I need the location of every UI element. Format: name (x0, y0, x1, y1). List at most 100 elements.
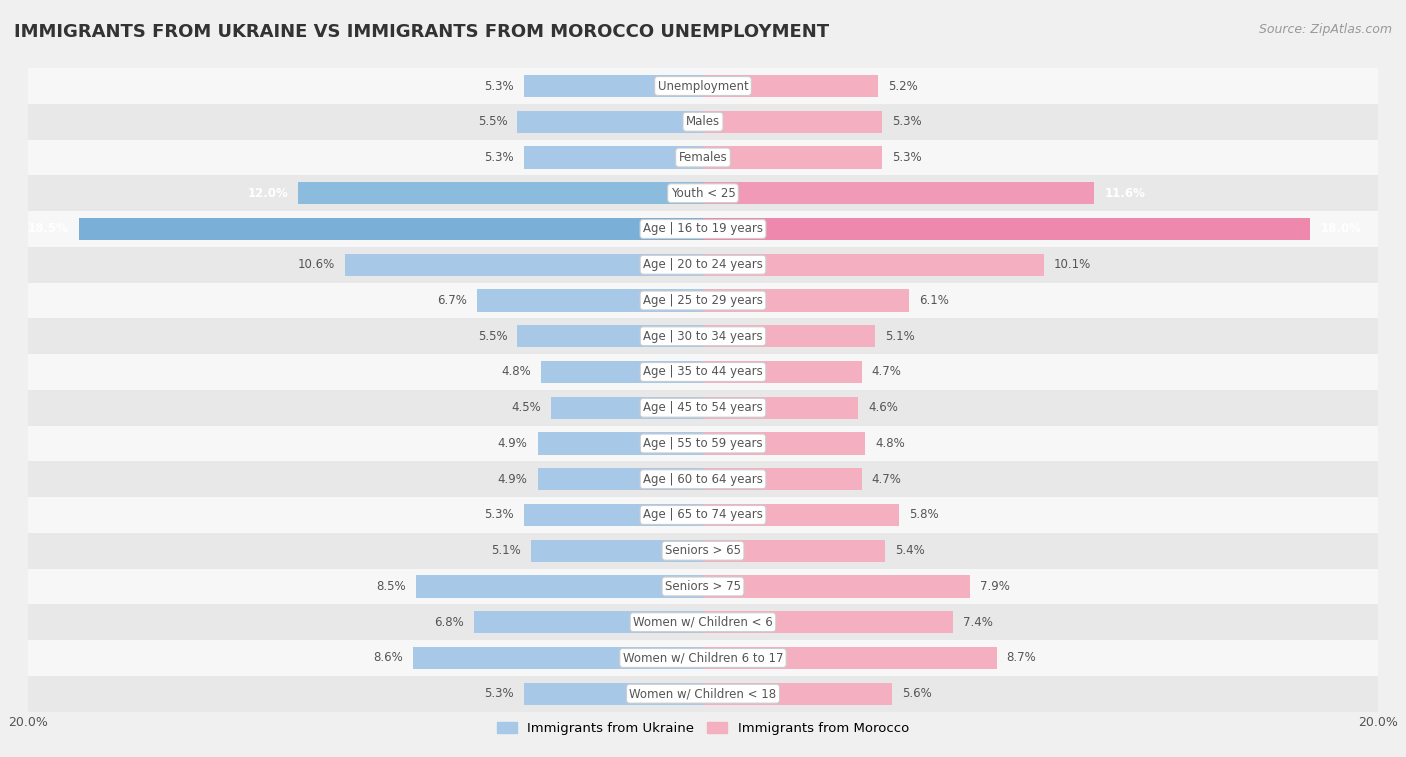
Bar (28, 139, 1378, 176)
Text: 5.3%: 5.3% (485, 509, 515, 522)
Text: 5.5%: 5.5% (478, 115, 508, 128)
Text: 8.6%: 8.6% (373, 652, 402, 665)
Bar (477, 289, 703, 312)
Text: 4.8%: 4.8% (501, 366, 531, 378)
Text: Age | 65 to 74 years: Age | 65 to 74 years (643, 509, 763, 522)
Bar (524, 683, 703, 705)
Bar (703, 289, 908, 312)
Text: 6.8%: 6.8% (433, 615, 464, 629)
Bar (703, 432, 865, 454)
Bar (28, 604, 1378, 640)
Text: Women w/ Children < 6: Women w/ Children < 6 (633, 615, 773, 629)
Text: Unemployment: Unemployment (658, 79, 748, 92)
Text: 4.5%: 4.5% (512, 401, 541, 414)
Bar (28, 461, 1378, 497)
Bar (28, 211, 1378, 247)
Text: Seniors > 75: Seniors > 75 (665, 580, 741, 593)
Text: 7.9%: 7.9% (980, 580, 1010, 593)
Text: 18.5%: 18.5% (28, 223, 69, 235)
Bar (413, 647, 703, 669)
Text: 5.3%: 5.3% (891, 151, 921, 164)
Text: 4.6%: 4.6% (869, 401, 898, 414)
Text: 4.9%: 4.9% (498, 437, 527, 450)
Bar (28, 354, 1378, 390)
Text: 5.3%: 5.3% (485, 151, 515, 164)
Bar (28, 104, 1378, 139)
Bar (28, 569, 1378, 604)
Text: Women w/ Children 6 to 17: Women w/ Children 6 to 17 (623, 652, 783, 665)
Bar (703, 540, 886, 562)
Legend: Immigrants from Ukraine, Immigrants from Morocco: Immigrants from Ukraine, Immigrants from… (492, 717, 914, 740)
Text: 12.0%: 12.0% (247, 187, 288, 200)
Bar (474, 611, 703, 634)
Bar (537, 432, 703, 454)
Text: 4.9%: 4.9% (498, 472, 527, 486)
Bar (28, 282, 1378, 319)
Text: 5.3%: 5.3% (485, 687, 515, 700)
Text: Women w/ Children < 18: Women w/ Children < 18 (630, 687, 776, 700)
Text: Age | 30 to 34 years: Age | 30 to 34 years (643, 330, 763, 343)
Text: IMMIGRANTS FROM UKRAINE VS IMMIGRANTS FROM MOROCCO UNEMPLOYMENT: IMMIGRANTS FROM UKRAINE VS IMMIGRANTS FR… (14, 23, 830, 41)
Bar (531, 540, 703, 562)
Text: Age | 20 to 24 years: Age | 20 to 24 years (643, 258, 763, 271)
Text: 4.8%: 4.8% (875, 437, 905, 450)
Bar (298, 182, 703, 204)
Bar (703, 647, 997, 669)
Text: Age | 25 to 29 years: Age | 25 to 29 years (643, 294, 763, 307)
Text: Age | 45 to 54 years: Age | 45 to 54 years (643, 401, 763, 414)
Bar (703, 111, 882, 132)
Text: 7.4%: 7.4% (963, 615, 993, 629)
Bar (28, 640, 1378, 676)
Bar (28, 425, 1378, 461)
Text: 5.3%: 5.3% (485, 79, 515, 92)
Bar (703, 683, 891, 705)
Text: 18.0%: 18.0% (1320, 223, 1361, 235)
Bar (703, 468, 862, 491)
Bar (703, 254, 1043, 276)
Text: 8.7%: 8.7% (1007, 652, 1036, 665)
Bar (703, 361, 862, 383)
Bar (703, 504, 898, 526)
Bar (703, 75, 879, 97)
Bar (703, 397, 858, 419)
Text: 8.5%: 8.5% (377, 580, 406, 593)
Bar (79, 218, 703, 240)
Bar (517, 111, 703, 132)
Text: Seniors > 65: Seniors > 65 (665, 544, 741, 557)
Text: 5.2%: 5.2% (889, 79, 918, 92)
Bar (703, 146, 882, 169)
Text: 10.1%: 10.1% (1054, 258, 1091, 271)
Text: Source: ZipAtlas.com: Source: ZipAtlas.com (1258, 23, 1392, 36)
Text: 5.4%: 5.4% (896, 544, 925, 557)
Bar (28, 247, 1378, 282)
Text: 5.3%: 5.3% (891, 115, 921, 128)
Bar (703, 575, 970, 597)
Bar (703, 611, 953, 634)
Bar (703, 182, 1094, 204)
Bar (416, 575, 703, 597)
Bar (524, 75, 703, 97)
Bar (537, 468, 703, 491)
Bar (703, 326, 875, 347)
Text: 10.6%: 10.6% (298, 258, 335, 271)
Bar (524, 146, 703, 169)
Bar (551, 397, 703, 419)
Text: Age | 55 to 59 years: Age | 55 to 59 years (643, 437, 763, 450)
Text: 5.8%: 5.8% (908, 509, 938, 522)
Text: 11.6%: 11.6% (1105, 187, 1146, 200)
Bar (517, 326, 703, 347)
Text: Females: Females (679, 151, 727, 164)
Text: 5.5%: 5.5% (478, 330, 508, 343)
Text: Males: Males (686, 115, 720, 128)
Text: 4.7%: 4.7% (872, 366, 901, 378)
Bar (28, 533, 1378, 569)
Bar (541, 361, 703, 383)
Text: Youth < 25: Youth < 25 (671, 187, 735, 200)
Bar (346, 254, 703, 276)
Bar (28, 68, 1378, 104)
Bar (28, 319, 1378, 354)
Bar (524, 504, 703, 526)
Text: 4.7%: 4.7% (872, 472, 901, 486)
Bar (28, 676, 1378, 712)
Text: 5.1%: 5.1% (886, 330, 915, 343)
